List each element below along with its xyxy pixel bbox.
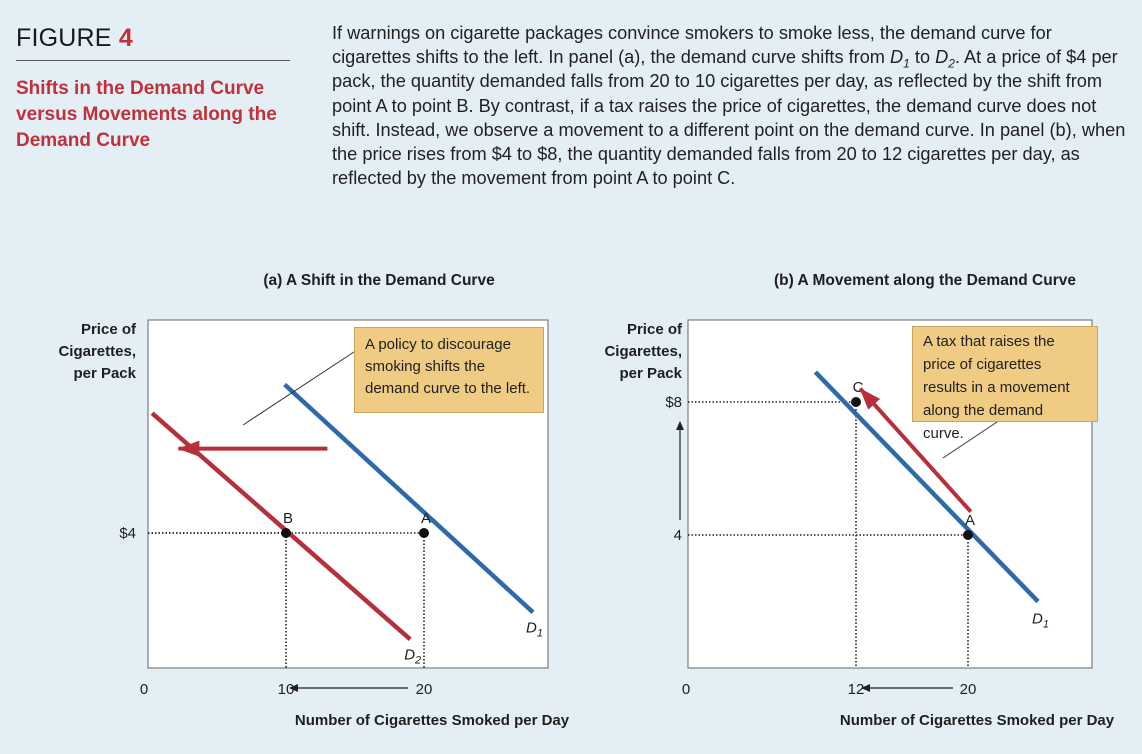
panel-b-movement-arrow [858,387,973,514]
panel-b-point-label-A: A [965,512,975,529]
figure-caption: If warnings on cigarette packages convin… [332,21,1132,190]
panel-a-ylabel-line-3: per Pack [73,365,136,382]
panel-a-xtick-20: 20 [416,681,433,698]
panel-b-ytick-4: 4 [674,527,682,544]
panel-b-ylabel-line-2: Cigarettes, [604,343,682,360]
panel-b-title: (b) A Movement along the Demand Curve [774,272,1076,289]
figure-label-number: 4 [118,24,133,52]
figure-label: FIGURE 4 [16,24,133,53]
panel-a-title: (a) A Shift in the Demand Curve [263,272,495,289]
figure-divider [16,60,290,61]
figure-label-word: FIGURE [16,24,112,52]
callout-panel-a: A policy to discourage smoking shifts th… [354,327,544,413]
panel-b-xlabel: Number of Cigarettes Smoked per Day [840,712,1115,729]
panel-a-xlabel: Number of Cigarettes Smoked per Day [295,712,570,729]
figure-subtitle: Shifts in the Demand Curve versus Moveme… [16,78,277,151]
panel-a-point-B [281,528,291,538]
panel-b-ytick-8: $8 [665,394,682,411]
panel-b-ylabel-line-3: per Pack [619,365,682,382]
callout-panel-b: A tax that raises the price of cigarette… [912,326,1098,442]
caption-d2-symbol: D2 [935,47,955,71]
panel-a-origin-label: 0 [140,681,148,698]
caption-d1-symbol: D1 [890,47,910,71]
caption-part-3: . At a price of $4 per pack, the quantit… [332,47,1126,189]
panel-b-point-C [851,397,861,407]
panel-b-point-label-C: C [853,379,864,396]
caption-part-1: If warnings on cigarette packages convin… [332,23,1052,68]
caption-part-2: to [909,47,936,68]
panel-a-ylabel-line-2: Cigarettes, [58,343,136,360]
panel-b-ylabel-line-1: Price of [627,321,683,338]
panel-a-point-label-A: A [421,510,431,527]
panel-b-curve-D1 [813,370,1040,604]
panel-a-point-A [419,528,429,538]
panel-a-ytick-4: $4 [119,525,136,542]
panel-b-origin-label: 0 [682,681,690,698]
panel-a-callout-pointer [242,347,361,426]
panel-b-point-A [963,530,973,540]
panel-a-curve-D1 [283,382,535,614]
panel-a-xtick-10: 10 [278,681,295,698]
panel-a-point-label-B: B [283,510,293,527]
panel-b-xtick-12: 12 [848,681,865,698]
panel-a-ylabel-line-1: Price of [81,321,137,338]
panel-b-callout-pointer [942,419,1001,459]
panel-b-xtick-20: 20 [960,681,977,698]
